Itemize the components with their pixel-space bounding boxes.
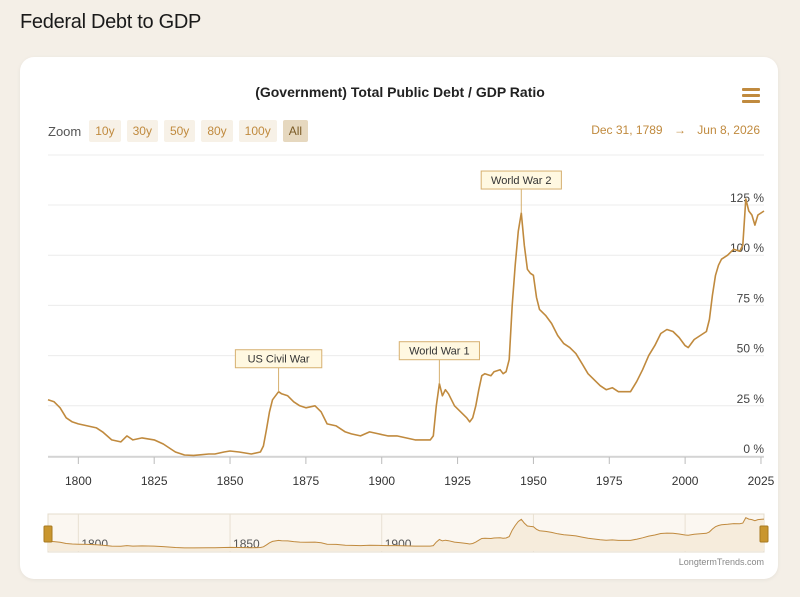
annotation-label-1: World War 1 — [409, 346, 470, 358]
chart-card — [20, 57, 778, 579]
y-tick-label-0: 0 % — [743, 442, 764, 456]
zoom-30y-button[interactable]: 30y — [126, 120, 158, 142]
annotation-box-0 — [234, 349, 323, 369]
annotation-label-0: US Civil War — [248, 354, 310, 366]
hamburger-icon[interactable] — [742, 88, 760, 104]
page-title: Federal Debt to GDP — [20, 11, 202, 33]
series-line — [47, 198, 765, 457]
navigator-handle-left[interactable] — [43, 525, 53, 543]
annotation-box-2 — [480, 170, 562, 190]
zoom-controls: Zoom 10y 30y 50y 80y 100y All — [48, 120, 314, 142]
x-tick-label-1800: 1800 — [65, 474, 92, 488]
range-to[interactable]: Jun 8, 2026 — [697, 123, 760, 137]
navigator-line — [47, 517, 765, 549]
zoom-50y-button[interactable]: 50y — [163, 120, 196, 142]
x-tick-label-1950: 1950 — [520, 474, 547, 488]
x-tick-label-1850: 1850 — [217, 474, 244, 488]
zoom-10y-button[interactable]: 10y — [89, 120, 121, 142]
range-from[interactable]: Dec 31, 1789 — [591, 123, 663, 137]
y-tick-label-50: 50 % — [737, 342, 765, 356]
navigator-handle-right[interactable] — [759, 525, 769, 543]
x-tick-label-2025: 2025 — [748, 474, 775, 488]
annotation-box-1 — [398, 341, 480, 361]
date-range: Dec 31, 1789 → Jun 8, 2026 — [591, 123, 760, 137]
y-tick-label-125: 125 % — [730, 191, 764, 205]
zoom-label: Zoom — [48, 123, 82, 139]
y-tick-label-100: 100 % — [730, 241, 764, 255]
navigator-area — [48, 517, 764, 551]
y-tick-label-25: 25 % — [737, 392, 765, 406]
zoom-80y-button[interactable]: 80y — [201, 120, 233, 142]
x-tick-label-1925: 1925 — [444, 474, 471, 488]
x-tick-label-1825: 1825 — [141, 474, 168, 488]
y-tick-label-75: 75 % — [737, 291, 765, 305]
credit-label: LongtermTrends.com — [678, 557, 764, 567]
chart-title: (Government) Total Public Debt / GDP Rat… — [255, 84, 545, 100]
range-arrow: → — [673, 123, 686, 137]
annotation-label-2: World War 2 — [491, 175, 552, 187]
x-tick-label-1875: 1875 — [293, 474, 320, 488]
x-tick-label-1900: 1900 — [368, 474, 395, 488]
zoom-all-button[interactable]: All — [282, 120, 309, 142]
x-tick-label-1975: 1975 — [596, 474, 623, 488]
x-tick-label-2000: 2000 — [672, 474, 699, 488]
zoom-100y-button[interactable]: 100y — [238, 120, 277, 142]
